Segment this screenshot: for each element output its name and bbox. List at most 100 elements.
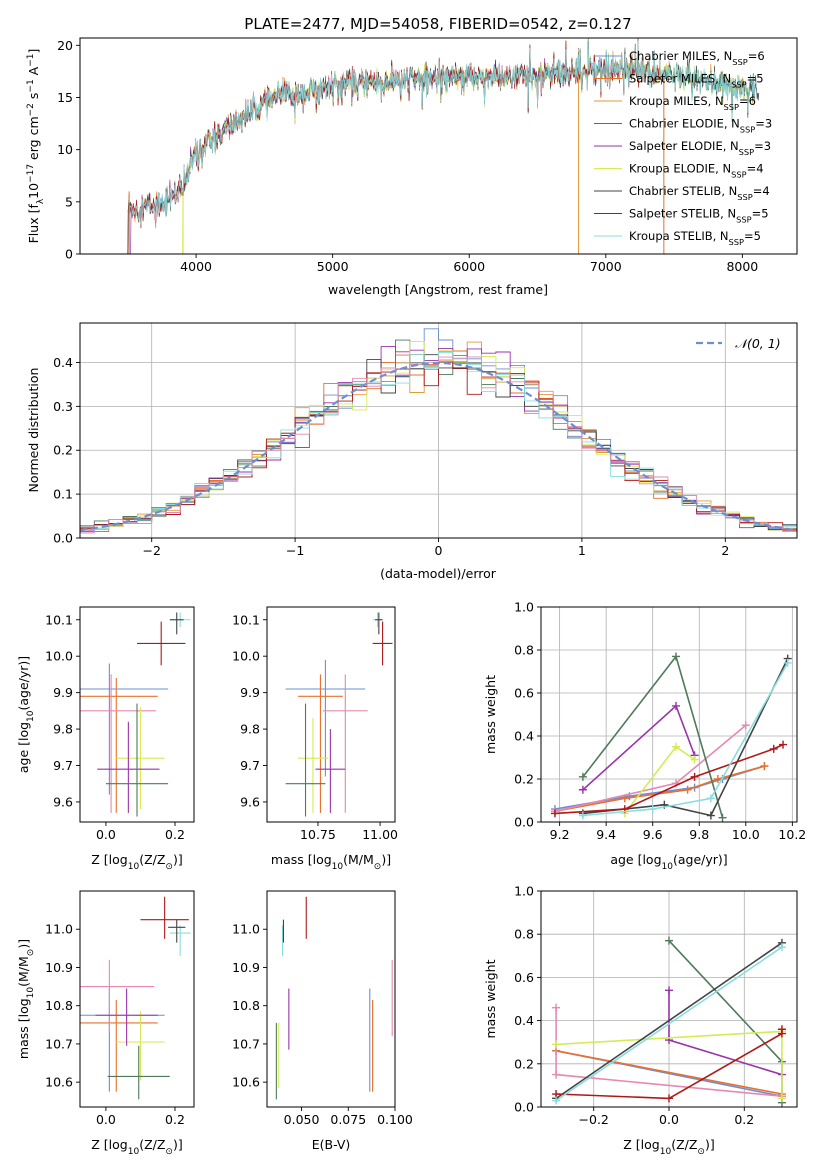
legend-label: 𝒩(0, 1) xyxy=(735,336,781,351)
weight-series xyxy=(578,658,792,820)
x-axis-label-part: (age/yr)] xyxy=(673,852,728,867)
y-axis-label-part: ⊙ xyxy=(26,949,36,957)
x-axis-label-part: 10 xyxy=(128,1147,140,1157)
y-axis-label: mass weight xyxy=(483,959,498,1038)
y-tick-label: 11.0 xyxy=(45,922,73,937)
y-axis-label-part: mass weight xyxy=(483,959,498,1038)
weight-marker xyxy=(665,1094,673,1103)
x-axis-label: E(B-V) xyxy=(312,1137,351,1152)
y-axis-label: age [log10(age/yr)] xyxy=(16,656,36,773)
weight-marker xyxy=(578,772,587,781)
y-axis-label-part: −1 xyxy=(26,79,36,92)
weight-marker xyxy=(760,762,769,771)
y-tick-label: 9.6 xyxy=(53,794,73,809)
y-axis-label-part: λ xyxy=(36,198,46,204)
legend-label-part: =5 xyxy=(744,229,761,243)
x-tick-label: 8000 xyxy=(726,259,758,274)
y-tick-label: 0.8 xyxy=(514,643,534,658)
legend-label-part: =4 xyxy=(747,162,764,176)
weight-marker xyxy=(550,809,559,818)
spectrum-series-line xyxy=(129,40,757,225)
y-tick-label: 10.6 xyxy=(232,1075,260,1090)
x-axis-label-part: ⊙ xyxy=(697,1147,705,1157)
weight-marker xyxy=(769,744,778,753)
y-tick-label: 5 xyxy=(65,194,73,209)
y-tick-label: 10.1 xyxy=(232,612,260,627)
normal-curve xyxy=(80,361,797,532)
y-axis-label-part: Flux [f xyxy=(26,204,41,244)
data-point xyxy=(137,621,186,666)
data-point xyxy=(116,707,165,810)
weight-series xyxy=(552,1025,786,1103)
y-tick-label: 10.7 xyxy=(232,1036,260,1051)
weight-line xyxy=(668,940,783,1103)
weight-series xyxy=(665,936,786,1107)
legend-label-part: SSP xyxy=(740,125,755,135)
weight-marker xyxy=(718,813,727,822)
y-axis-label-part: (M/M xyxy=(16,956,31,987)
mass_weight_vs_Z-panel: −0.2 0.0 0.2 0.0 0.2 0.4 0.6 0.8 1.0 Z [log10(Z/Z… xyxy=(483,884,798,1157)
spectrum-lines xyxy=(127,38,760,254)
x-axis-label-part: )] xyxy=(173,1137,183,1152)
axes-frame xyxy=(79,606,195,823)
y-axis-label-part: s xyxy=(26,93,41,104)
legend-label-part: SSP xyxy=(732,57,747,67)
x-axis-label-part: (Z/Z xyxy=(139,852,165,867)
weight-marker xyxy=(779,740,788,749)
y-axis-label-part: 10 xyxy=(26,183,41,199)
x-axis-label-part: )] xyxy=(173,852,183,867)
data-point xyxy=(372,621,393,666)
x-axis-label-part: wavelength [Angstrom, rest frame] xyxy=(328,282,548,297)
y-tick-label: 0.0 xyxy=(514,1100,534,1115)
data-point xyxy=(298,718,328,813)
axes-frame xyxy=(540,606,798,823)
weight-series xyxy=(552,1003,786,1101)
y-tick-label: 10.1 xyxy=(45,612,73,627)
x-tick-label: 9.2 xyxy=(550,827,570,842)
x-tick-label: 0.075 xyxy=(330,1112,366,1127)
weight-marker xyxy=(578,785,587,794)
legend-label-part: SSP xyxy=(729,237,744,247)
data-point xyxy=(140,896,189,939)
y-tick-label: 0 xyxy=(65,247,73,262)
y-tick-label: 9.9 xyxy=(53,685,73,700)
y-tick-label: 0.8 xyxy=(514,927,534,942)
weight-marker xyxy=(777,1025,786,1034)
y-tick-label: 9.8 xyxy=(53,722,73,737)
weight-marker xyxy=(683,785,692,794)
weight-marker xyxy=(690,772,699,781)
x-axis-label-part: (Z/Z xyxy=(139,1137,165,1152)
weight-marker xyxy=(552,1040,561,1049)
legend-label-part: SSP xyxy=(737,192,752,202)
x-axis-label: (data-model)/error xyxy=(380,566,497,581)
weight-series xyxy=(620,742,699,818)
x-axis-label-part: (M/M xyxy=(343,852,374,867)
axes-frame xyxy=(79,890,195,1108)
x-axis-label-part: (data-model)/error xyxy=(380,566,497,581)
legend-label-part: Kroupa MILES, N xyxy=(629,94,724,108)
legend-label-part: SSP xyxy=(736,215,751,225)
errorbars xyxy=(275,896,393,1100)
y-axis-label: Normed distribution xyxy=(26,368,41,493)
x-axis-label-part: 10 xyxy=(332,862,344,872)
y-axis-label-part: 10 xyxy=(26,987,36,999)
y-tick-label: 10.9 xyxy=(45,960,73,975)
y-axis-label-part: mass weight xyxy=(483,675,498,754)
y-tick-label: 9.9 xyxy=(240,685,260,700)
y-axis-label-part: erg cm xyxy=(26,116,41,164)
data-point xyxy=(285,659,366,777)
spectrum-panel: 4000 5000 6000 7000 8000 0 5 10 15 20 Chabrier MIL… xyxy=(26,37,798,297)
x-tick-label: 0 xyxy=(435,543,443,558)
x-tick-label: 6000 xyxy=(453,259,485,274)
y-tick-label: 0.2 xyxy=(514,772,534,787)
x-tick-label: 10.0 xyxy=(732,827,760,842)
weight-series xyxy=(578,654,792,820)
weight-lines xyxy=(552,936,786,1107)
y-tick-label: 9.7 xyxy=(53,758,73,773)
y-axis-label: mass [log10(M/M⊙)] xyxy=(16,939,36,1059)
legend-label-part: Salpeter MILES, N xyxy=(629,72,731,86)
legend-label: Chabrier STELIB, NSSP=4 xyxy=(629,184,770,202)
weight-marker xyxy=(783,658,792,667)
x-tick-label: 0.0 xyxy=(96,827,116,842)
